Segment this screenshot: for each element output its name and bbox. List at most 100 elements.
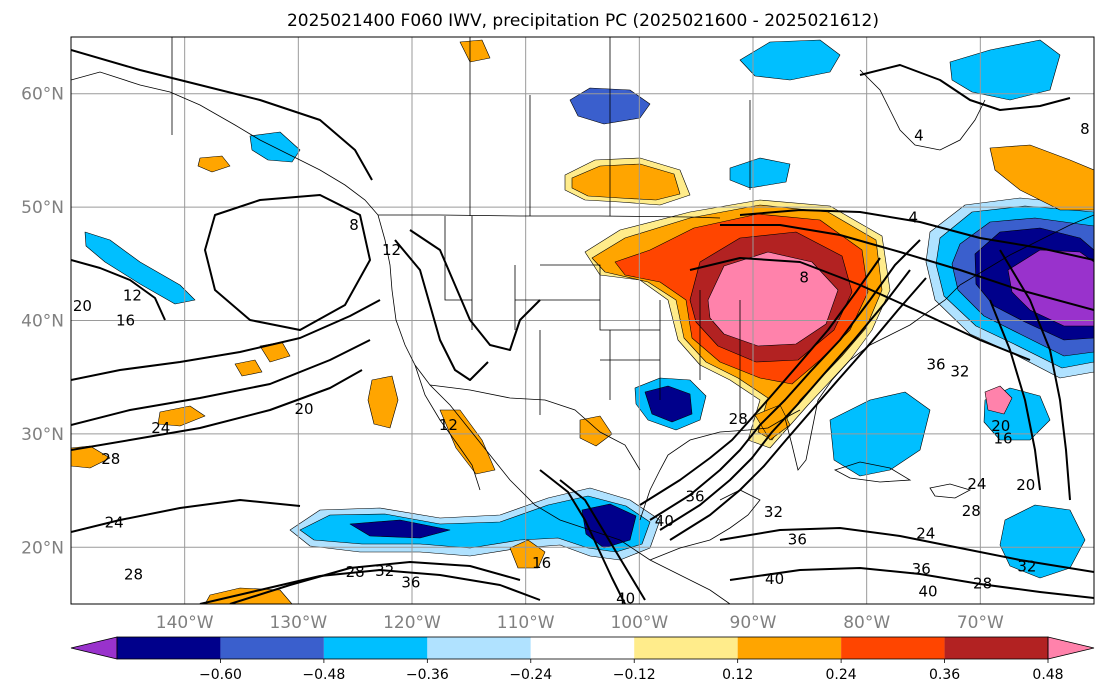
contour-iwv-front-2 [659, 269, 911, 531]
contour-iwv-caribbean-2 [729, 567, 1094, 599]
shade-pacific-orange-5 [234, 359, 263, 377]
contour-iwv-front-4 [639, 257, 881, 506]
lon-tick-label: 140°W [156, 613, 214, 633]
lon-tick-label: 80°W [843, 613, 890, 633]
coastline-west-us [377, 214, 731, 604]
contour-iwv-front-3 [669, 277, 927, 541]
colorbar-tick-label: −0.24 [509, 667, 552, 683]
shade-atlantic-pink [984, 385, 1013, 415]
coastline-florida [784, 399, 819, 471]
map-content: 20 12 16 24 28 20 24 28 28 32 36 8 12 12 16 40 40 40 40 28 3… [71, 37, 1094, 604]
contour-label: 40 [918, 583, 937, 601]
contour-iwv-front-1 [649, 239, 921, 521]
contour-iwv-closed-pacific [204, 194, 371, 331]
coastline-gulf [639, 409, 801, 521]
contour-label: 8 [1080, 120, 1090, 138]
contour-label: 28 [101, 450, 120, 468]
contour-iwv-4-north [859, 64, 1071, 111]
shade-gulf-orange [439, 409, 496, 475]
contour-layer [71, 49, 1094, 604]
shade-canada-east-orange [989, 144, 1094, 211]
colorbar-outline [116, 636, 1049, 660]
contour-label: 28 [729, 410, 748, 428]
contour-iwv-interior-2 [394, 239, 489, 381]
border-provinces [469, 37, 751, 216]
colorbar-tick-label: 0.12 [722, 667, 753, 683]
shade-mexico-navy [349, 519, 451, 539]
contour-iwv-south-pacific [199, 569, 541, 604]
contour-label: 12 [123, 287, 142, 305]
contour-iwv-caribbean-1 [719, 527, 1094, 573]
contour-iwv-20-east [989, 299, 1041, 491]
contour-label: 20 [294, 400, 313, 418]
boundary-layer [71, 37, 1094, 604]
shade-canada-blue-1 [739, 39, 841, 81]
contour-label: 32 [764, 503, 783, 521]
contour-label: 36 [912, 560, 931, 578]
coastline-hispaniola [929, 483, 972, 499]
colorbar-segment [944, 637, 1048, 659]
border-states-2 [539, 290, 741, 420]
coastline-alaska [71, 71, 379, 216]
colorbar-segment [427, 637, 531, 659]
contour-iwv-16-east [999, 249, 1071, 501]
colorbar-tick-label: 0.36 [929, 667, 960, 683]
colorbar-tick-label: −0.12 [613, 667, 656, 683]
contour-iwv-4-mid [739, 209, 1094, 261]
contour-label: 32 [1017, 558, 1036, 576]
colorbar-tick-label: −0.48 [302, 667, 345, 683]
contour-iwv-mexico-2 [539, 469, 626, 604]
lon-tick-label: 70°W [957, 613, 1004, 633]
shade-mexico-navy-2 [581, 503, 637, 549]
shade-florida-orange [754, 404, 791, 441]
lat-tick-label: 40°N [21, 312, 64, 332]
contour-label: 36 [788, 530, 807, 548]
colorbar-segment [117, 637, 221, 659]
colorbar-tick-label: 0.48 [1032, 667, 1063, 683]
colorbar-segment [323, 637, 428, 659]
contour-label: 16 [532, 554, 551, 572]
contour-label: 32 [375, 562, 394, 580]
map-frame [70, 36, 1095, 605]
colorbar-segment [634, 637, 738, 659]
contour-label: 28 [124, 566, 143, 584]
shade-north-orange [459, 39, 491, 63]
coastline-east-us [817, 284, 961, 401]
lon-tick-label: 100°W [610, 613, 668, 633]
contour-iwv-pacific-loop [71, 49, 373, 181]
border-us-mexico [429, 384, 641, 471]
contour-label: 20 [991, 417, 1010, 435]
contour-iwv-south-pacific-2 [229, 561, 521, 604]
shade-southwest-orange [579, 415, 613, 447]
longitude-tick-labels: 140°W 130°W 120°W 110°W 100°W 90°W 80°W 70°W [156, 613, 1004, 633]
contour-label: 36 [685, 487, 704, 505]
contour-label: 24 [151, 419, 170, 437]
contour-label: 16 [116, 312, 135, 330]
contour-iwv-28-pacific [71, 369, 363, 451]
contour-iwv-interior-1 [409, 229, 541, 351]
contour-labels: 20 12 16 24 28 20 24 28 28 32 36 8 12 12 16 40 40 40 40 28 3… [73, 120, 1090, 604]
lon-tick-label: 130°W [269, 613, 327, 633]
contour-iwv-south-pacific-3 [71, 499, 301, 533]
coastline-baja [414, 364, 481, 491]
contour-label: 24 [916, 525, 935, 543]
lon-tick-label: 120°W [383, 613, 441, 633]
contour-label: 20 [73, 297, 92, 315]
colorbar-segment [737, 637, 842, 659]
contour-label: 16 [994, 429, 1013, 447]
colorbar-tick-label: −0.60 [199, 667, 242, 683]
border-us-canada [378, 214, 721, 219]
contour-label: 4 [908, 208, 918, 226]
contour-label: 36 [926, 356, 945, 374]
shade-texas-navy [644, 385, 693, 423]
lat-tick-label: 60°N [21, 85, 64, 105]
colorbar-segment [220, 637, 324, 659]
contour-label: 12 [382, 241, 401, 259]
colorbar-tick-label: −0.36 [406, 667, 449, 683]
contour-iwv-12-pacific [71, 259, 166, 321]
contour-label: 40 [765, 570, 784, 588]
contour-iwv-mexico-1 [559, 479, 646, 601]
contour-label: 8 [799, 268, 809, 286]
shade-canada-cyan-4 [729, 157, 791, 189]
